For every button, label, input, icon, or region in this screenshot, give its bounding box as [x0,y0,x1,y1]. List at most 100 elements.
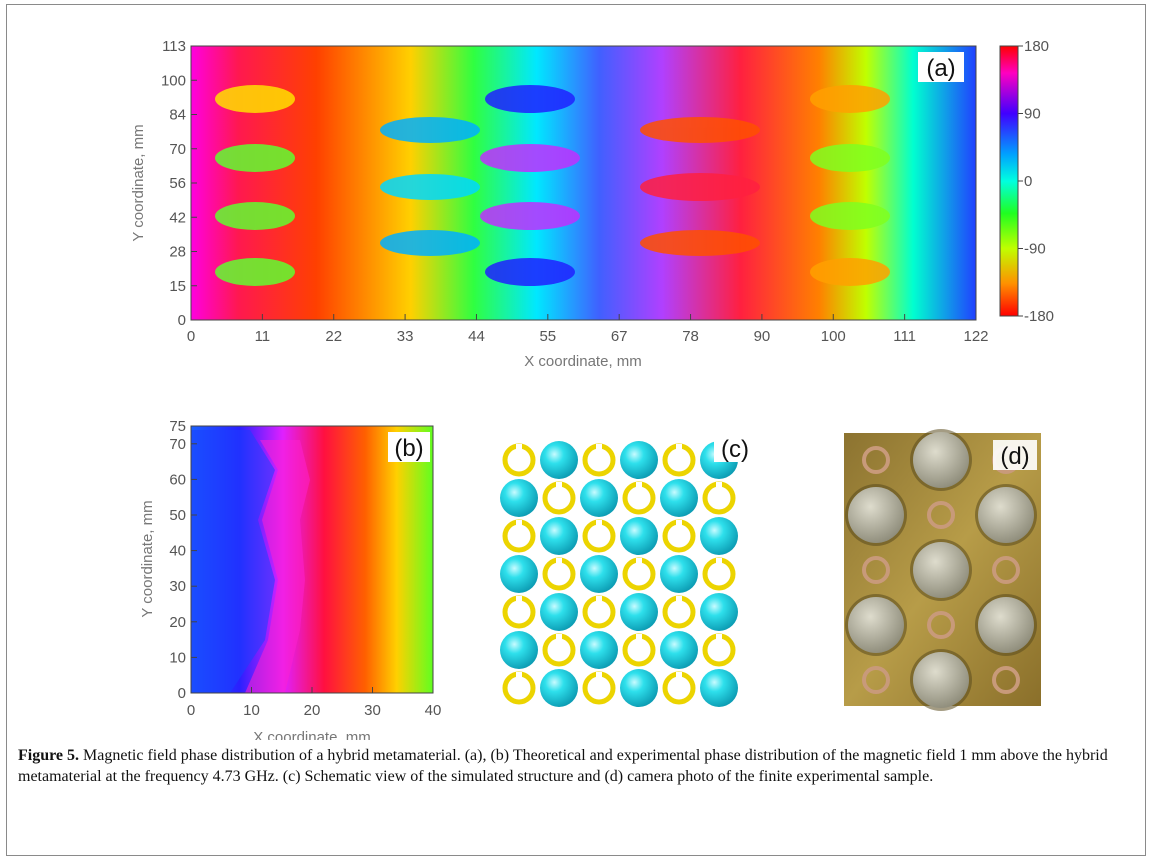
photo-ceramic-sphere [848,487,904,543]
split-ring-gap [716,482,722,490]
panel-a-colorbar-tick-label: 0 [1024,173,1032,190]
panel-c-unit-cells [500,441,738,707]
sphere [500,555,538,593]
panel-b-y-tick-label: 75 [169,418,186,435]
panel-a-x-tick-label: 22 [325,328,342,345]
panel-a-x-tick-label: 33 [397,328,414,345]
panel-b-y-tick-label: 20 [169,614,186,631]
split-ring-gap [716,634,722,642]
panel-b-x-tick-label: 30 [364,702,381,719]
panel-b-y-tick-label: 70 [169,436,186,453]
panel-a-x-tick-label: 100 [821,328,846,345]
panel-a-y-tick-label: 42 [169,209,186,226]
split-ring-gap [516,672,522,680]
panel-b-y-tick-label: 40 [169,543,186,560]
panel-a-label: (a) [926,55,955,82]
panel-a-x-tick-label: 44 [468,328,485,345]
panel-a-y-tick-label: 84 [169,107,186,124]
panel-b-y-tick-label: 50 [169,507,186,524]
panel-a-y-tick-label: 15 [169,278,186,295]
panel-a-x-tick-label: 55 [539,328,556,345]
panel-a-x-tick-label: 67 [611,328,628,345]
photo-ceramic-sphere [913,432,969,488]
panel-a: 0 11 22 33 44 55 67 78 90 100 111 122 0 15 28 42 56 70 84… [130,38,1054,370]
sphere [540,593,578,631]
panel-a-y-tick-label: 113 [162,38,186,55]
panel-b-x-tick-label: 0 [187,702,195,719]
sphere [620,441,658,479]
panel-d-elements [845,429,1037,711]
split-ring-gap [556,634,562,642]
split-ring-gap [676,444,682,452]
panel-a-colorbar-tick-label: 90 [1024,106,1041,123]
split-ring-gap [556,482,562,490]
sphere [540,669,578,707]
split-ring-gap [516,596,522,604]
split-ring-gap [556,558,562,566]
panel-a-colorbar-tick-label: -180 [1024,308,1054,325]
caption-text: Magnetic field phase distribution of a h… [18,747,1108,785]
panel-b-y-tick-label: 10 [169,649,186,666]
figure-caption: Figure 5. Magnetic field phase distribut… [18,745,1138,787]
sphere [620,517,658,555]
photo-ring [862,446,890,474]
panel-a-ylabel: Y coordinate, mm [130,124,147,241]
photo-ceramic-sphere [913,652,969,708]
panel-a-colorbar-ticks: 180 90 0 -90 -180 [1018,38,1054,325]
sphere [700,517,738,555]
panel-a-colorbar-tick-label: -90 [1024,241,1046,258]
photo-ceramic-sphere [978,597,1034,653]
panel-a-y-tick-label: 0 [178,312,186,329]
panel-a-y-tick-label: 56 [169,175,186,192]
photo-ring [992,666,1020,694]
panel-b-y-tick-label: 30 [169,578,186,595]
panel-b-y-tick-label: 0 [178,685,186,702]
sphere [660,479,698,517]
panel-a-x-ticks: 0 11 22 33 44 55 67 78 90 100 111 122 [187,314,989,345]
sphere [620,669,658,707]
sphere [660,555,698,593]
panel-b-label: (b) [394,435,423,462]
panel-a-y-tick-label: 70 [169,141,186,158]
split-ring-gap [676,672,682,680]
photo-ring [927,611,955,639]
panel-a-x-tick-label: 78 [682,328,699,345]
panel-c-label: (c) [721,436,749,463]
photo-ring [927,501,955,529]
sphere [580,555,618,593]
panel-b-xlabel: X coordinate, mm [253,729,371,740]
sphere [500,631,538,669]
panel-a-y-tick-label: 100 [161,72,186,89]
split-ring-gap [596,596,602,604]
panel-c: (c) [500,432,756,707]
sphere [660,631,698,669]
split-ring-gap [596,444,602,452]
sphere [700,593,738,631]
split-ring-gap [676,596,682,604]
panel-d-label: (d) [1000,443,1029,470]
panel-a-x-tick-label: 0 [187,328,195,345]
photo-ceramic-sphere [848,597,904,653]
split-ring-gap [596,520,602,528]
photo-ceramic-sphere [913,542,969,598]
caption-lead: Figure 5. [18,747,80,764]
panel-b-x-ticks: 0 10 20 30 40 [187,687,441,719]
panel-d: (d) [844,429,1041,711]
photo-ceramic-sphere [978,487,1034,543]
figure-frame [6,4,1146,856]
panel-a-x-tick-label: 111 [893,328,916,345]
photo-ring [992,556,1020,584]
sphere [700,669,738,707]
panel-a-x-tick-label: 11 [255,328,271,345]
split-ring-gap [516,520,522,528]
sphere [620,593,658,631]
photo-ring [862,556,890,584]
panel-b-pattern [191,430,310,693]
split-ring-gap [716,558,722,566]
photo-ring [862,666,890,694]
split-ring-gap [636,482,642,490]
panel-a-lobes [215,85,890,286]
panel-b-ylabel: Y coordinate, mm [139,500,156,617]
